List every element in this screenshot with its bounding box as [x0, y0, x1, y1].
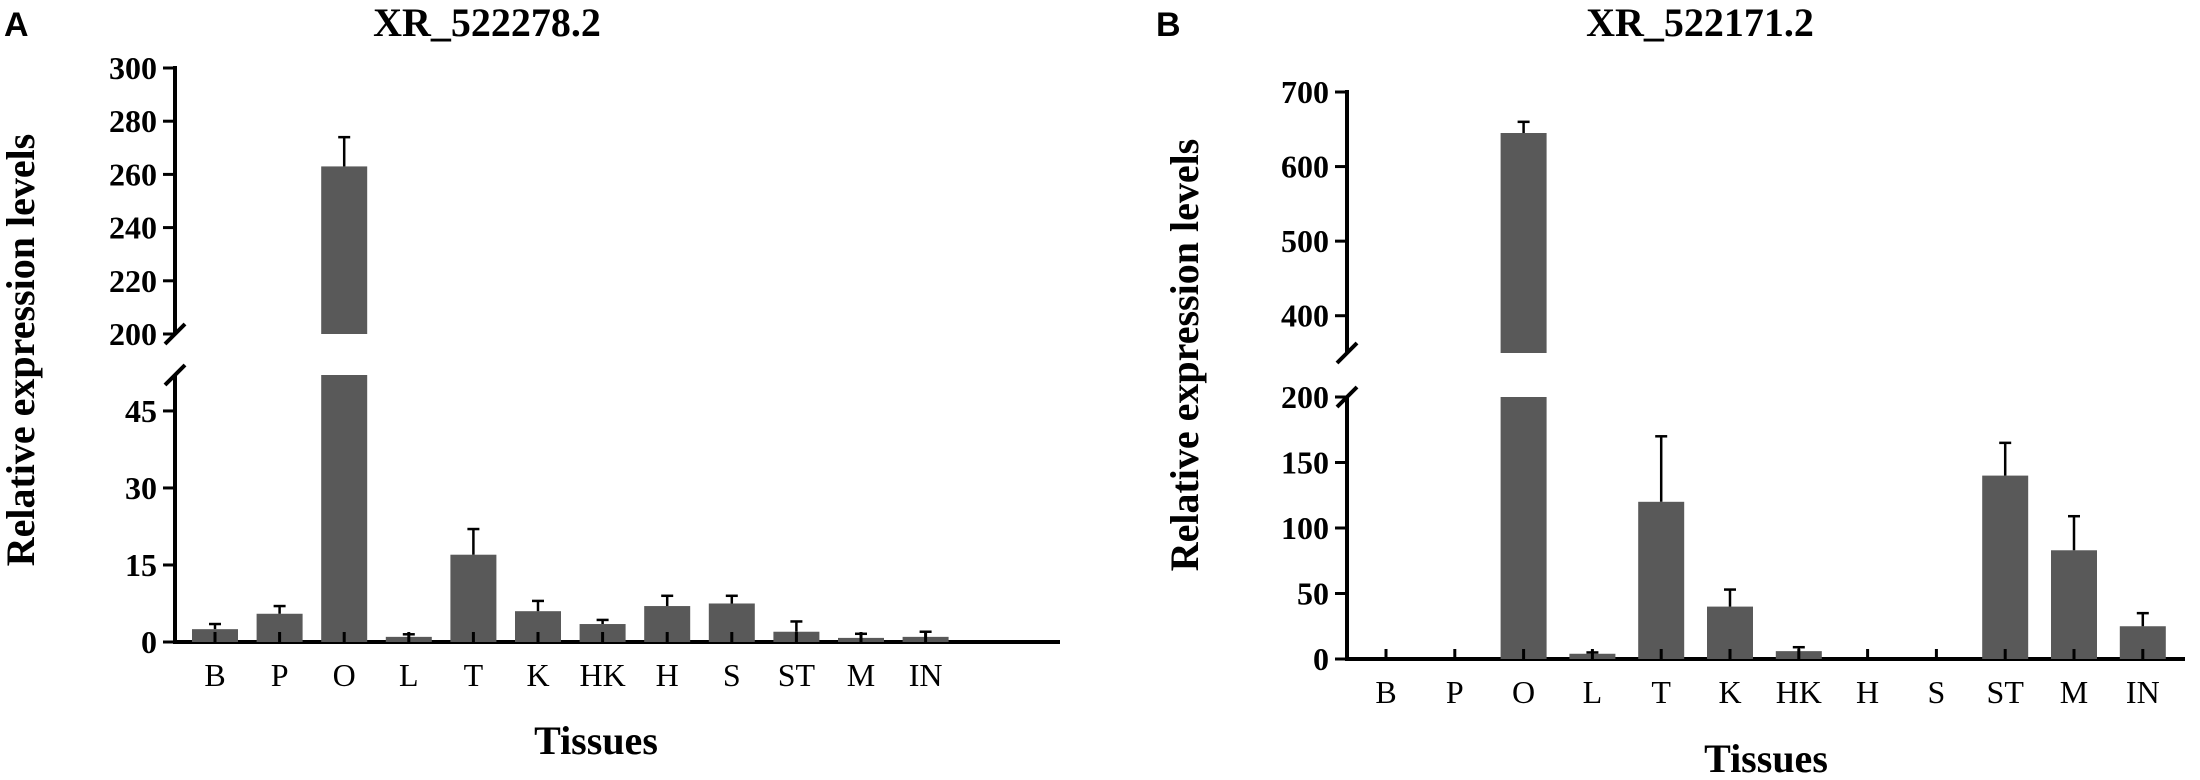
x-tick-label: IN — [909, 657, 943, 693]
x-tick-label: O — [1512, 674, 1535, 710]
x-tick-label: S — [723, 657, 741, 693]
y-tick-label: 200 — [1281, 379, 1329, 415]
y-tick-label: 50 — [1297, 576, 1329, 612]
y-tick-label: 45 — [125, 393, 157, 429]
y-ticks: 0 50 100 150 200 400 500 600 700 — [1281, 74, 1347, 677]
y-tick-label: 240 — [109, 210, 157, 246]
y-tick-label: 15 — [125, 547, 157, 583]
x-tick-label: ST — [778, 657, 816, 693]
bar-M — [2051, 550, 2097, 659]
y-tick-label: 280 — [109, 103, 157, 139]
y-ticks: 0 15 30 45 200 220 240 260 280 300 — [109, 50, 175, 660]
x-tick-label: S — [1928, 674, 1946, 710]
bars — [1500, 133, 2166, 659]
x-tick-label: M — [2060, 674, 2088, 710]
x-tick-label: T — [1651, 674, 1671, 710]
bars — [192, 166, 949, 642]
panel-b: B XR_522171.2 Relative expression levels… — [1156, 0, 2185, 780]
x-ticks: B P O L T K HK H S ST M IN — [204, 632, 942, 693]
bar-T — [450, 554, 497, 642]
y-tick-label: 400 — [1281, 298, 1329, 334]
axis-break-mark — [1335, 341, 1359, 365]
x-tick-label: P — [271, 657, 289, 693]
y-tick-label: 0 — [1313, 641, 1329, 677]
x-tick-label: B — [204, 657, 225, 693]
y-tick-label: 300 — [109, 50, 157, 86]
panel-label: B — [1156, 6, 1181, 44]
bar-O — [321, 375, 368, 642]
bar-T — [1638, 501, 1685, 659]
panel-label: A — [4, 6, 29, 44]
y-tick-label: 500 — [1281, 223, 1329, 259]
y-axis-label: Relative expression levels — [0, 134, 43, 567]
axis-break-mark — [163, 363, 187, 387]
x-tick-label: T — [464, 657, 484, 693]
x-tick-label: H — [1856, 674, 1879, 710]
y-tick-label: 220 — [109, 263, 157, 299]
x-tick-label: IN — [2126, 674, 2160, 710]
panel-a: A XR_522278.2 Relative expression levels… — [0, 0, 1060, 763]
bar-O-upper — [1500, 133, 1547, 353]
error-bars — [209, 135, 932, 638]
y-tick-label: 200 — [109, 316, 157, 352]
x-tick-label: H — [656, 657, 679, 693]
y-axis-label: Relative expression levels — [1162, 139, 1207, 572]
x-axis-label: Tissues — [1704, 736, 1828, 780]
x-tick-label: L — [399, 657, 419, 693]
y-tick-label: 0 — [141, 624, 157, 660]
error-bars — [1517, 120, 2149, 654]
x-tick-label: K — [526, 657, 549, 693]
y-tick-label: 700 — [1281, 74, 1329, 110]
chart-title: XR_522171.2 — [1586, 0, 1814, 45]
bar-O-upper — [321, 166, 368, 334]
x-tick-label: K — [1718, 674, 1741, 710]
x-tick-label: L — [1583, 674, 1603, 710]
y-tick-label: 150 — [1281, 445, 1329, 481]
bar-O — [1500, 397, 1547, 659]
bar-ST — [1982, 475, 2029, 659]
x-tick-label: O — [333, 657, 356, 693]
x-axis-label: Tissues — [534, 718, 658, 763]
x-ticks: B P O L T K HK H S ST M IN — [1375, 649, 2160, 710]
x-tick-label: ST — [1987, 674, 2025, 710]
x-tick-label: B — [1375, 674, 1396, 710]
y-tick-label: 260 — [109, 156, 157, 192]
x-tick-label: P — [1446, 674, 1464, 710]
chart-title: XR_522278.2 — [373, 0, 601, 45]
y-tick-label: 100 — [1281, 510, 1329, 546]
y-tick-label: 600 — [1281, 149, 1329, 185]
x-tick-label: HK — [1776, 674, 1822, 710]
x-tick-label: M — [847, 657, 875, 693]
axes — [163, 66, 1060, 644]
x-tick-label: HK — [579, 657, 625, 693]
y-tick-label: 30 — [125, 470, 157, 506]
